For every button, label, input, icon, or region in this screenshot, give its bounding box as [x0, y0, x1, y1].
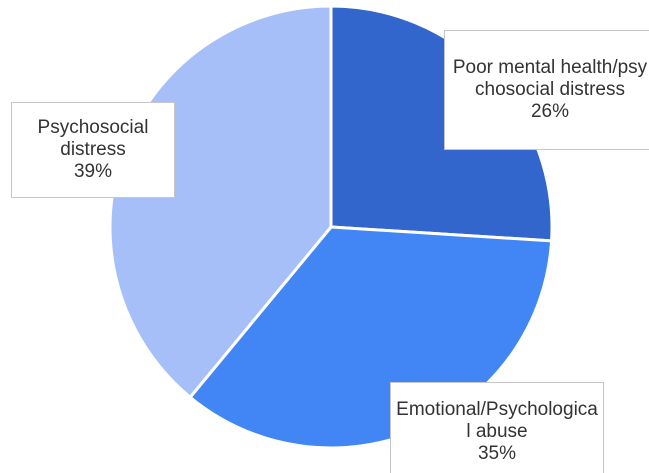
slice-label-emotional-abuse-text: Emotional/Psychological abuse — [396, 399, 598, 442]
slice-label-poor-mental-health: Poor mental health/psychosocial distress… — [444, 30, 649, 150]
slice-label-psychosocial-distress-text: Psychosocial distress — [37, 117, 149, 160]
slice-label-psychosocial-distress-percent: 39% — [73, 161, 113, 182]
slice-label-poor-mental-health-percent: 26% — [530, 101, 570, 122]
slice-label-psychosocial-distress: Psychosocial distress 39% — [11, 102, 175, 198]
slice-label-emotional-abuse-percent: 35% — [477, 443, 517, 464]
slice-label-emotional-abuse: Emotional/Psychological abuse 35% — [390, 382, 604, 473]
slice-label-poor-mental-health-text: Poor mental health/psychosocial distress — [452, 57, 648, 100]
